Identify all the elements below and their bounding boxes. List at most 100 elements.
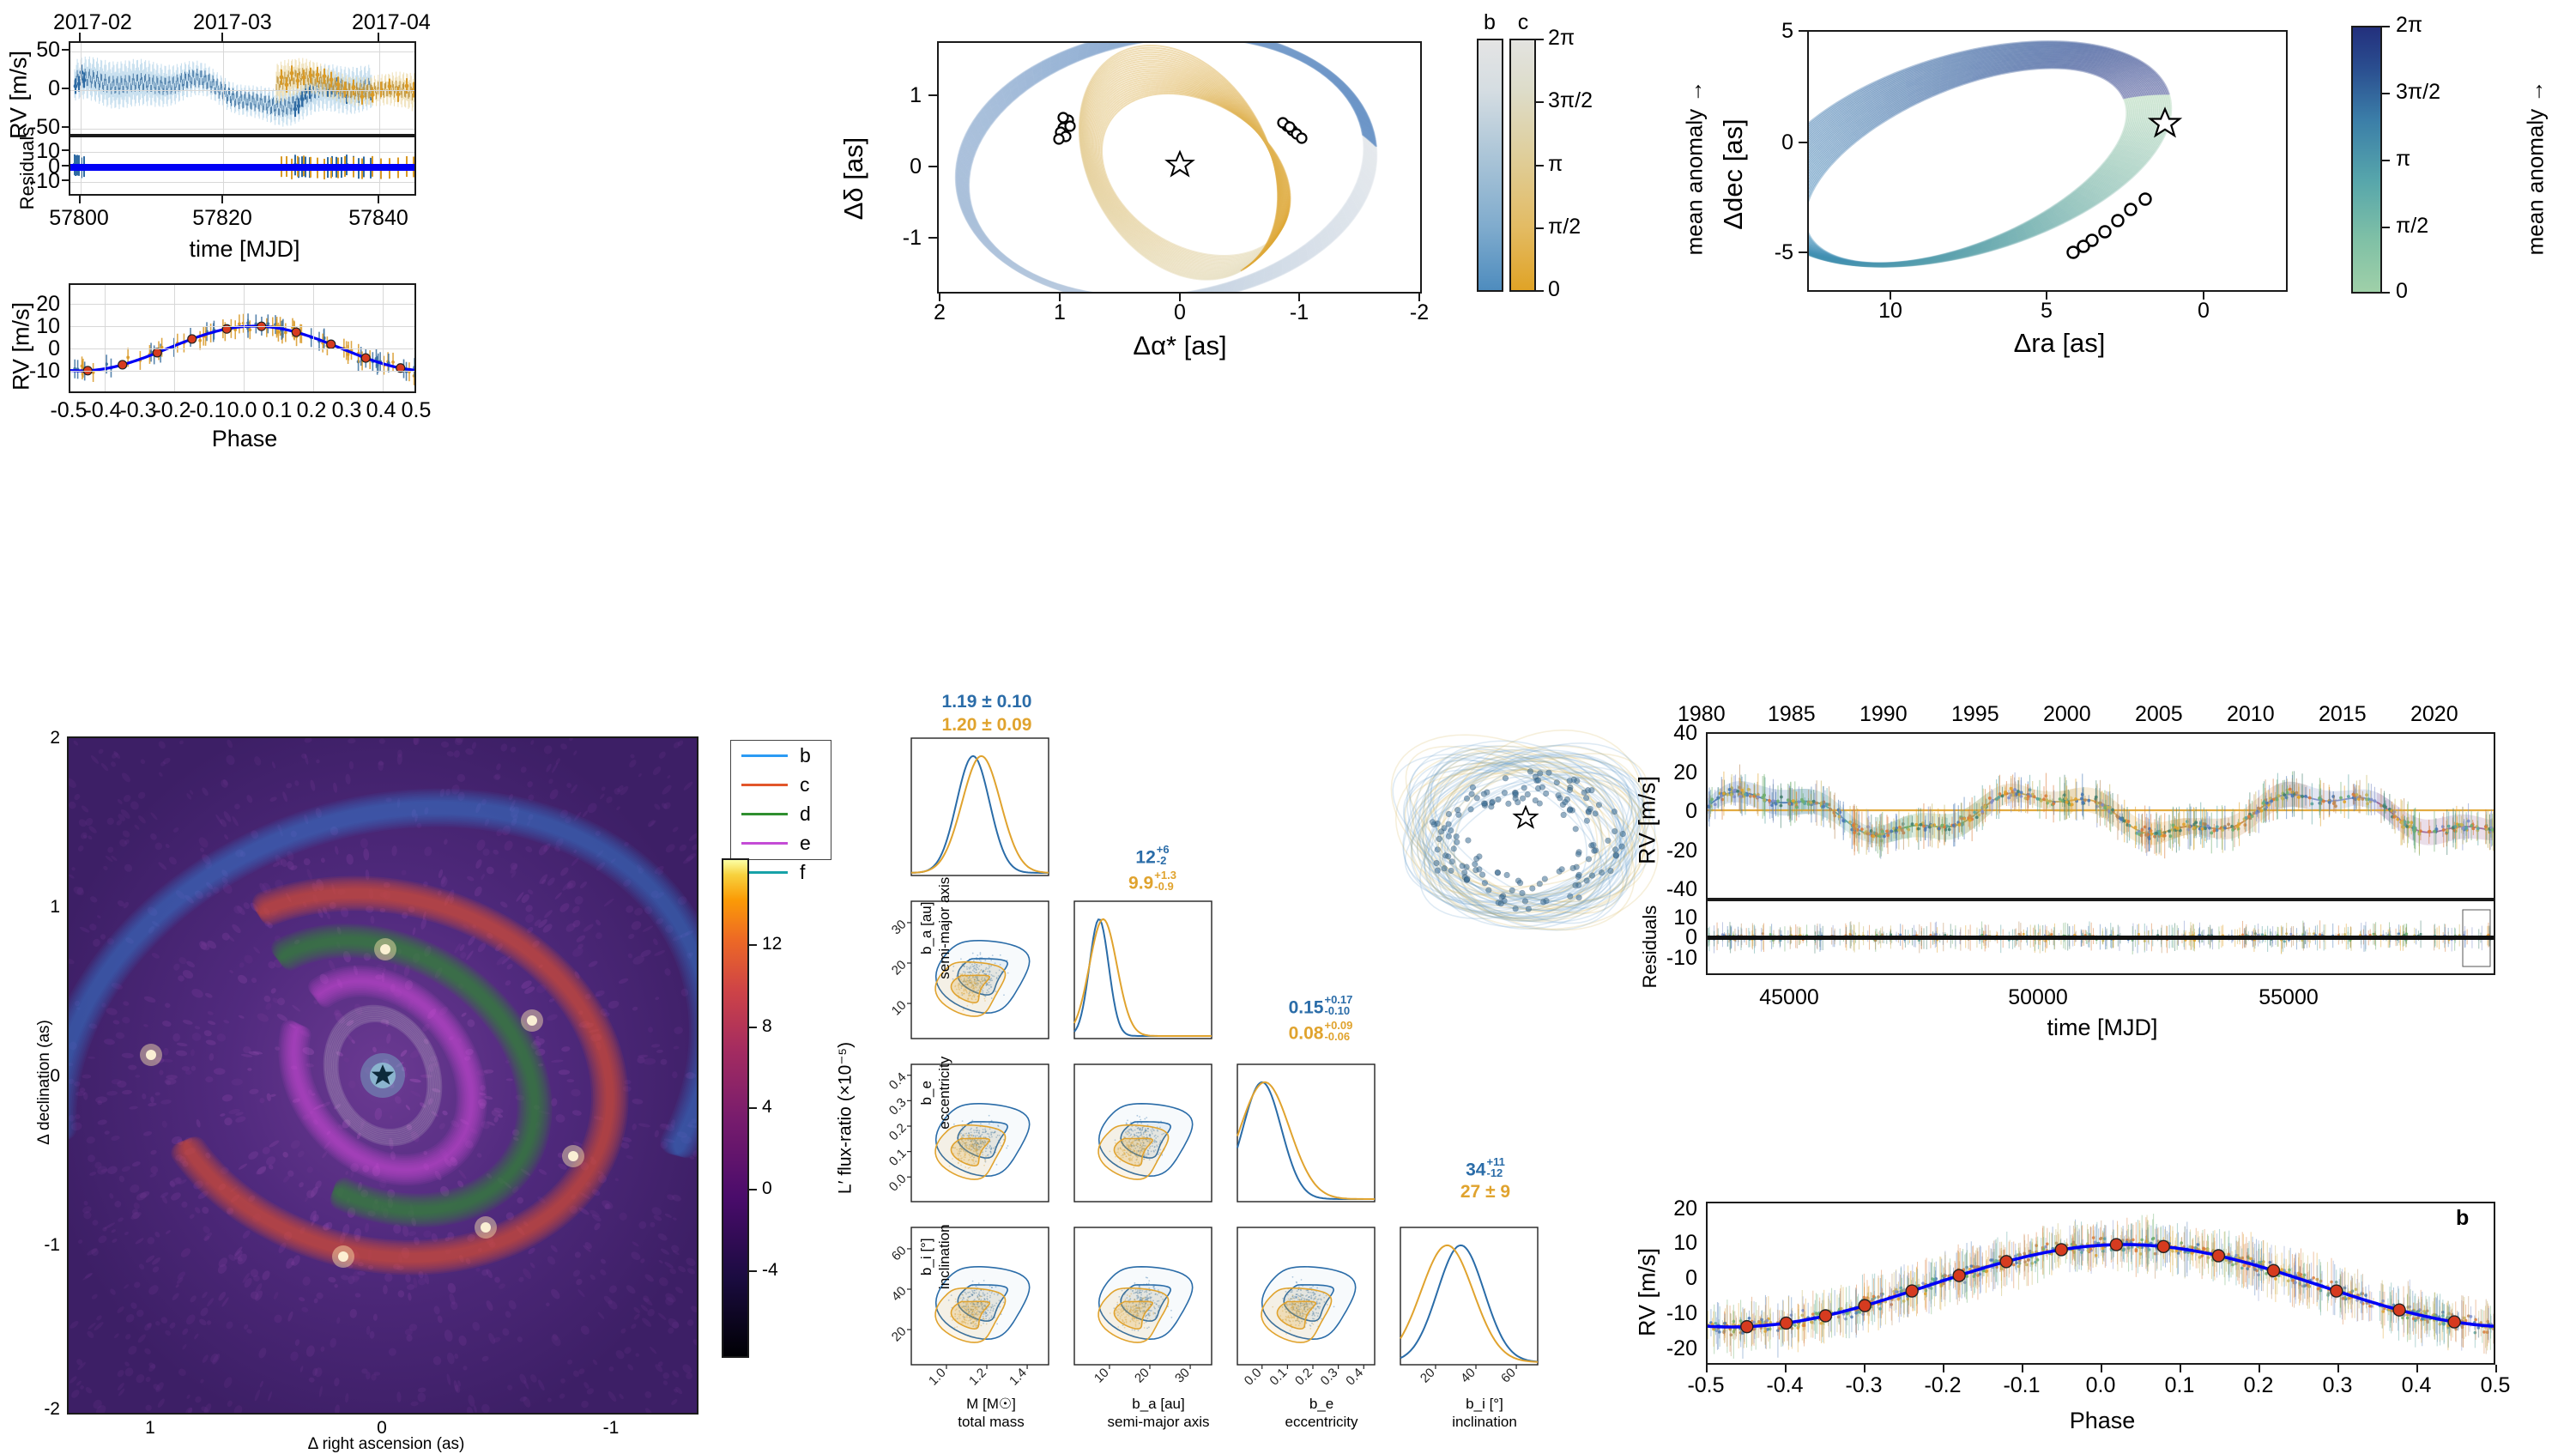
tickmark [62, 126, 69, 128]
phase-xtick-10: 0.5 [375, 398, 457, 423]
tickmark [378, 196, 379, 203]
rv-phase-bottom-xlabel: Phase [2017, 1408, 2188, 1434]
corner-xtick: 40 [1458, 1366, 1478, 1386]
residual-zero-model [70, 164, 416, 171]
cbar-abs-tick-pi2: π/2 [2396, 214, 2428, 239]
tickmark [1799, 251, 1807, 253]
orbit-rel-xtick-2: 0 [1150, 300, 1210, 325]
orbit-absolute-ylabel: Δdec [as] [1718, 80, 1749, 269]
corner-xlabel-sma-desc: semi-major axis [1107, 1414, 1209, 1430]
colorbar-relative-title: mean anomaly → [1682, 44, 1708, 293]
rvlong-top-tick-1995: 1995 [1951, 702, 1999, 727]
rv-top-tickmark-2 [378, 33, 379, 41]
cbar-rel-tick-pi2: π/2 [1548, 215, 1581, 239]
rv-timeseries-xlabel: time [MJD] [154, 236, 335, 263]
rvlong-top-tick-2020: 2020 [2410, 702, 2458, 727]
gridline [383, 285, 384, 393]
orbit-absolute-xlabel: Δra [as] [1948, 328, 2171, 359]
corner-xtick: 1.4 [1007, 1366, 1030, 1389]
corner-ytick: 0.1 [886, 1146, 910, 1169]
tickmark [1298, 294, 1300, 301]
tickmark [1536, 165, 1544, 167]
rv-top-tickmark-1 [221, 33, 223, 41]
tickmark [1799, 30, 1807, 32]
corner-title-mass-orange: 1.20 ± 0.09 [910, 715, 1064, 736]
image-cbar-tick-12: 12 [762, 934, 782, 954]
cbar-abs-tick-2pi: 2π [2396, 13, 2422, 38]
legend-item-e[interactable]: e [731, 828, 831, 857]
tickmark [2382, 26, 2390, 27]
corner-ylabel-ecc: b_e eccentricity [917, 1015, 954, 1170]
legend-swatch-d [741, 813, 788, 815]
tickmark [1536, 39, 1544, 40]
orbit-abs-xtick-0: 0 [2174, 299, 2234, 324]
tickmark [1864, 1365, 1865, 1372]
rvlong-residual-zero [1708, 936, 2494, 940]
colorbar-absolute [2351, 26, 2382, 294]
direct-image-legend: b c d e f [730, 740, 831, 860]
orbit-absolute-data [1809, 32, 2286, 290]
orbit-relative-plotbox [937, 41, 1422, 294]
corner-xlabel-mass-desc: total mass [958, 1414, 1024, 1430]
image-ytick-m2: -2 [26, 1399, 60, 1420]
tickmark [2203, 292, 2204, 300]
legend-item-c[interactable]: c [731, 770, 831, 799]
image-ytick-1: 1 [26, 897, 60, 918]
corner-xlabel-inc: b_i [°] inclination [1407, 1395, 1562, 1432]
corner-inset-orbit [1373, 725, 1656, 991]
tickmark [939, 294, 940, 301]
legend-item-b[interactable]: b [731, 741, 831, 770]
image-cbar-tick-8: 8 [762, 1016, 772, 1037]
tickmark [749, 1027, 757, 1028]
corner-title-mass-blue: 1.19 ± 0.10 [910, 692, 1064, 712]
gridline [70, 182, 416, 183]
rv-phase-bottom-axes [1706, 1202, 2495, 1365]
legend-swatch-c [741, 784, 788, 786]
orbit-relative-data [939, 43, 1420, 292]
gridline [105, 285, 106, 393]
rvlong-residual-axes [1706, 900, 2495, 975]
colorbar-absolute-title: mean anomaly → [2523, 44, 2549, 293]
gridline [313, 285, 314, 393]
tickmark [1785, 1365, 1787, 1372]
corner-xlabel-ecc-name: b_e [1309, 1396, 1333, 1412]
orbit-abs-ytick-m5: -5 [1745, 240, 1793, 265]
rv-residual-axes [69, 136, 416, 196]
rvlong-xtick-45000: 45000 [1733, 985, 1845, 1010]
tickmark [2101, 1365, 2102, 1372]
tickmark [79, 196, 81, 203]
corner-xlabel-sma: b_a [au] semi-major axis [1081, 1395, 1236, 1432]
tickmark [1536, 227, 1544, 229]
tickmark [928, 166, 937, 167]
cbar-label-c: c [1510, 10, 1536, 35]
cbar-rel-tick-pi: π [1548, 152, 1563, 177]
tickmark [1799, 142, 1807, 143]
legend-item-d[interactable]: d [731, 799, 831, 828]
orbit-rel-ytick-0: 0 [874, 154, 922, 179]
orbit-rel-ytick-m1: -1 [874, 226, 922, 251]
corner-xtick: 0.1 [1267, 1366, 1290, 1389]
tickmark [2382, 227, 2390, 228]
corner-xtick: 0.2 [1292, 1366, 1315, 1389]
rvlong-axes [1706, 732, 2495, 900]
tickmark [62, 149, 69, 151]
tickmark [928, 237, 937, 239]
rv-top-tickmark-0 [79, 33, 81, 41]
corner-ytick: 10 [889, 998, 910, 1019]
tickmark [62, 49, 69, 51]
cbar-rel-tick-3pi2: 3π/2 [1548, 88, 1593, 113]
image-xtick-1: 1 [133, 1418, 167, 1439]
rvlong-ylabel: RV [m/s] [1635, 752, 1661, 889]
orbit-relative-xlabel: Δα* [as] [1055, 330, 1304, 361]
rvlong-top-tick-1990: 1990 [1859, 702, 1908, 727]
gridline [174, 285, 175, 393]
tickmark [2382, 160, 2390, 161]
corner-xtick: 30 [1172, 1366, 1193, 1386]
legend-swatch-b [741, 754, 788, 757]
rv-timeseries-axes [69, 41, 416, 136]
direct-image-data [69, 738, 697, 1413]
tickmark [1943, 1365, 1944, 1372]
tickmark [221, 196, 223, 203]
tickmark [749, 944, 757, 946]
orbit-abs-xtick-5: 5 [2017, 299, 2077, 324]
